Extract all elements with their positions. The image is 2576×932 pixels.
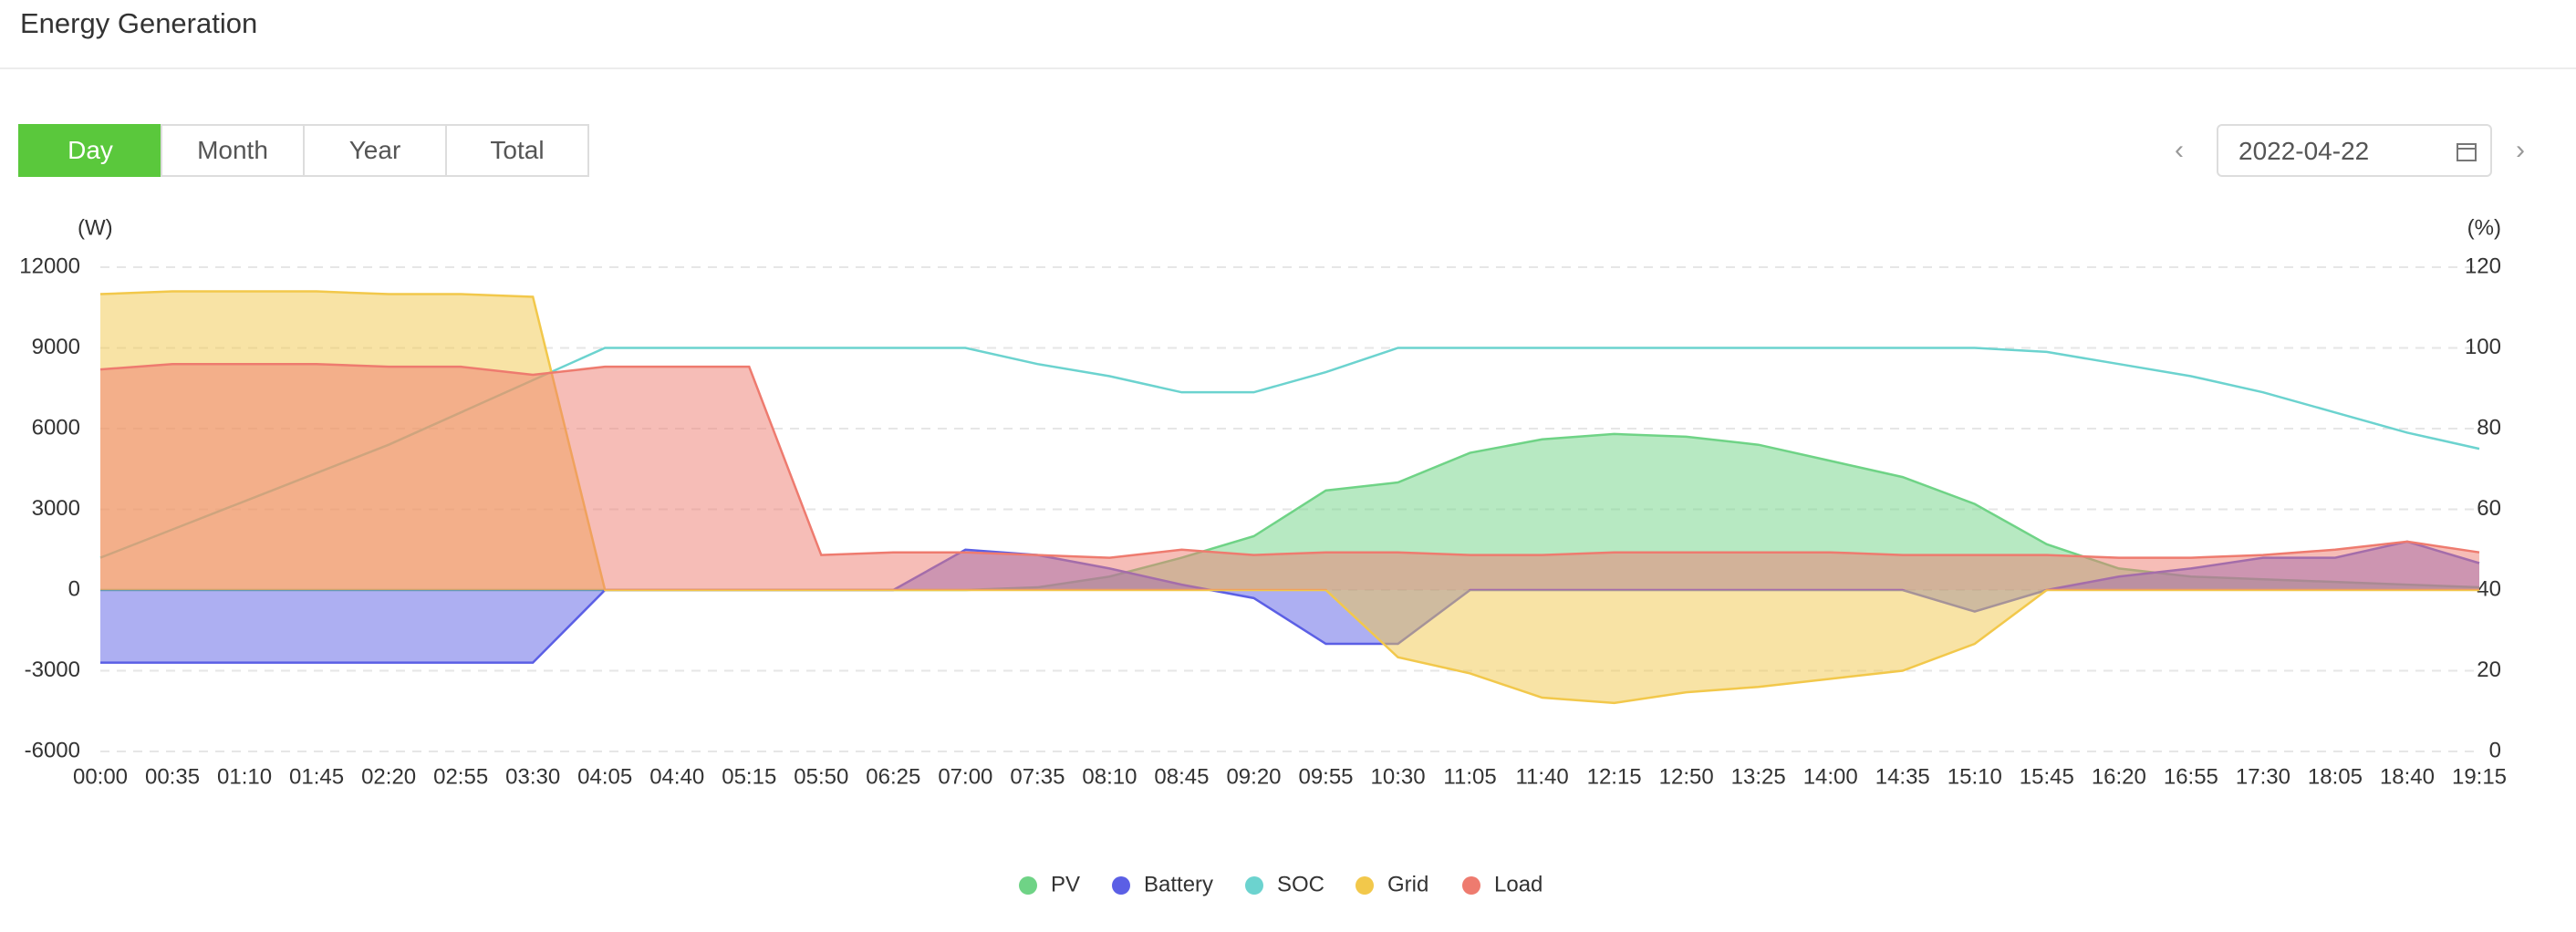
x-tick-label: 12:50	[1659, 764, 1714, 789]
legend-label: Grid	[1387, 872, 1428, 896]
y-axis-label: (W)	[78, 215, 113, 240]
x-tick-label: 02:55	[433, 764, 488, 789]
x-tick-label: 09:20	[1226, 764, 1281, 789]
date-picker[interactable]: 2022-04-22	[2217, 124, 2492, 177]
y2-axis-label: (%)	[2467, 215, 2501, 240]
legend-icon	[1112, 876, 1130, 895]
separator	[0, 67, 2576, 69]
x-tick-label: 07:35	[1010, 764, 1065, 789]
area	[100, 433, 2479, 590]
y-tick-label: 0	[68, 576, 80, 601]
x-tick-label: 13:25	[1731, 764, 1786, 789]
x-tick-label: 00:35	[145, 764, 200, 789]
legend-label: Battery	[1144, 872, 1213, 896]
x-tick-label: 14:00	[1803, 764, 1858, 789]
line	[99, 362, 2480, 559]
prev-date[interactable]: ‹	[2175, 135, 2184, 165]
y-tick-label: 3000	[32, 496, 80, 521]
x-tick-label: 07:00	[938, 764, 992, 789]
y-tick-label: -6000	[25, 738, 80, 762]
tab-bar: Day Month Year Total	[18, 124, 589, 177]
x-tick-label: 17:30	[2236, 764, 2290, 789]
x-tick-label: 04:40	[649, 764, 704, 789]
y-tick-label: 6000	[32, 415, 80, 440]
legend-icon	[1462, 876, 1480, 895]
legend-icon	[1019, 876, 1037, 895]
x-tick-label: 19:15	[2452, 764, 2507, 789]
y-tick-label: -3000	[25, 658, 80, 682]
tab[interactable]: Month	[161, 124, 305, 177]
y-tick-label: 9000	[32, 335, 80, 359]
x-tick-label: 11:40	[1515, 764, 1568, 789]
x-tick-label: 16:55	[2164, 764, 2218, 789]
y2-tick-label: 100	[2465, 335, 2501, 359]
x-tick-label: 18:40	[2380, 764, 2435, 789]
y-tick-label: 12000	[19, 254, 80, 278]
x-tick-label: 18:05	[2308, 764, 2363, 789]
legend-label: SOC	[1277, 872, 1324, 896]
x-tick-label: 14:35	[1875, 764, 1930, 789]
line	[100, 540, 2480, 664]
y2-tick-label: 120	[2465, 254, 2501, 278]
x-tick-label: 04:05	[577, 764, 632, 789]
x-tick-label: 15:45	[2020, 764, 2074, 789]
x-tick-label: 15:10	[1948, 764, 2002, 789]
line	[99, 347, 2480, 559]
x-tick-label: 09:55	[1298, 764, 1353, 789]
x-tick-label: 10:30	[1371, 764, 1426, 789]
x-tick-label: 08:45	[1154, 764, 1209, 789]
legend-label: PV	[1051, 872, 1080, 896]
tab[interactable]: Year	[303, 124, 447, 177]
y2-tick-label: 0	[2489, 738, 2501, 762]
date-text: 2022-04-22	[2238, 137, 2370, 165]
x-tick-label: 00:00	[73, 764, 128, 789]
area	[100, 541, 2479, 663]
x-tick-label: 11:05	[1443, 764, 1496, 789]
x-tick-label: 06:25	[866, 764, 920, 789]
x-tick-label: 08:10	[1082, 764, 1137, 789]
y2-tick-label: 60	[2477, 496, 2501, 521]
y2-tick-label: 40	[2477, 576, 2501, 601]
tab[interactable]: Total	[445, 124, 589, 177]
calendar-icon	[2457, 143, 2477, 161]
x-tick-label: 01:10	[217, 764, 272, 789]
x-tick-label: 02:20	[361, 764, 416, 789]
x-tick-label: 16:20	[2092, 764, 2146, 789]
x-tick-label: 03:30	[505, 764, 560, 789]
legend-icon	[1356, 876, 1374, 895]
x-tick-label: 05:15	[722, 764, 776, 789]
x-tick-label: 01:45	[289, 764, 344, 789]
line	[99, 290, 2479, 705]
page-title: Energy Generation	[20, 7, 258, 39]
x-tick-label: 12:15	[1587, 764, 1642, 789]
y2-tick-label: 20	[2477, 658, 2501, 682]
legend-label: Load	[1494, 872, 1542, 896]
legend-icon	[1245, 876, 1263, 895]
area	[100, 291, 2479, 703]
tab[interactable]: Day	[18, 124, 162, 177]
area	[100, 364, 2479, 590]
next-date[interactable]: ›	[2516, 135, 2525, 165]
x-tick-label: 05:50	[794, 764, 848, 789]
line	[100, 432, 2480, 592]
y2-tick-label: 80	[2477, 415, 2501, 440]
